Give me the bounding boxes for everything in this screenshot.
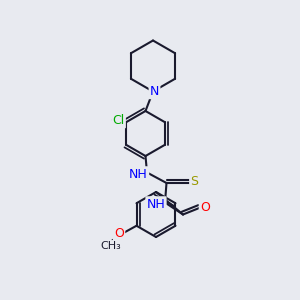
Text: NH: NH — [129, 167, 148, 181]
Text: S: S — [190, 175, 198, 188]
Text: N: N — [150, 85, 159, 98]
Text: Cl: Cl — [112, 114, 124, 127]
Text: CH₃: CH₃ — [100, 241, 121, 251]
Text: NH: NH — [147, 197, 165, 211]
Text: O: O — [200, 201, 210, 214]
Text: O: O — [114, 227, 124, 240]
